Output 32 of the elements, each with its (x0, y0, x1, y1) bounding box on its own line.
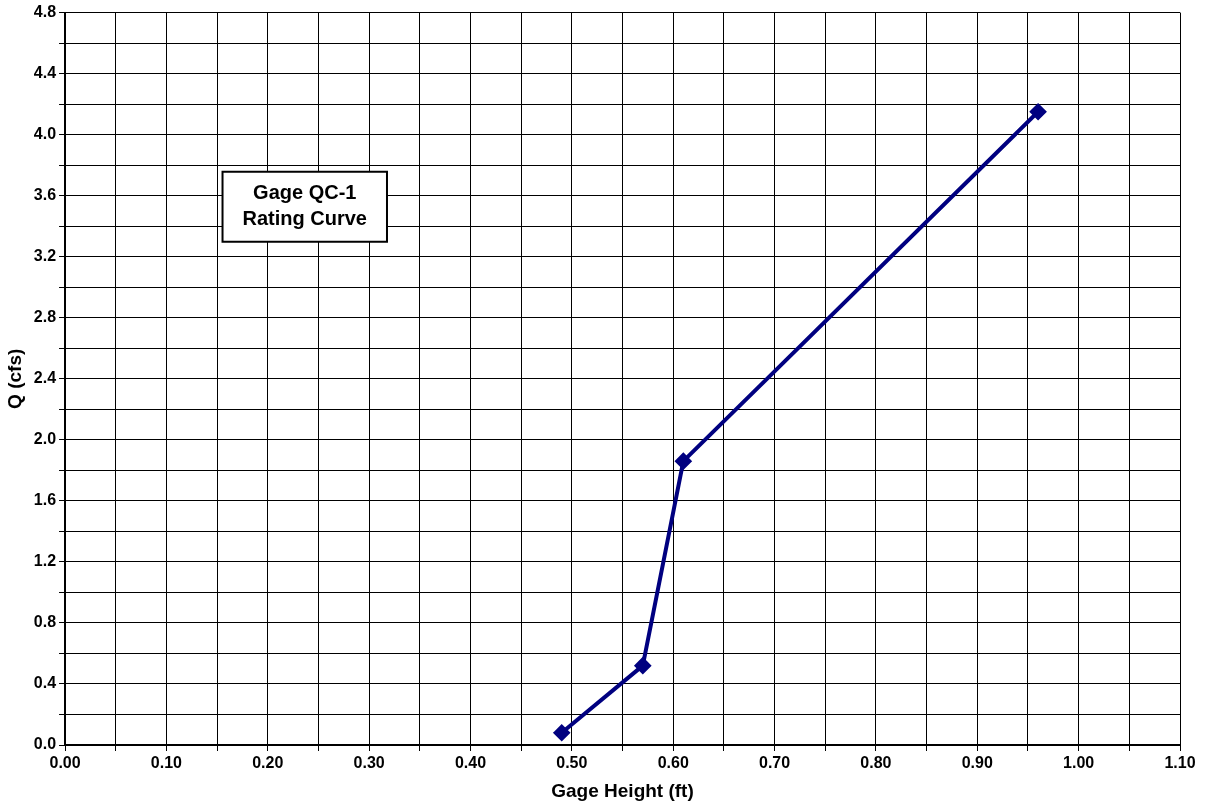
point (675, 453, 692, 470)
x-tick-label: 1.10 (1164, 754, 1196, 772)
y-tick-label: 3.6 (33, 186, 57, 204)
y-tick-label: 0.0 (33, 735, 57, 753)
x-axis-title: Gage Height (ft) (551, 779, 694, 801)
y-tick-label: 0.4 (33, 674, 57, 692)
x-tick-label: 0.20 (252, 754, 284, 772)
y-tick-label: 0.8 (33, 613, 57, 631)
point (634, 657, 651, 674)
y-tick-label: 3.2 (33, 247, 57, 265)
y-tick-label: 1.6 (33, 491, 57, 509)
text: Gage QC-1 Rating Curve (242, 181, 367, 230)
x-tick-label: 1.00 (1063, 754, 1095, 772)
x-tick-label: 0.10 (150, 754, 183, 772)
x-tick-label: 0.80 (860, 754, 892, 772)
point (1030, 103, 1047, 120)
y-tick-label: 2.0 (33, 430, 57, 448)
x-tick-label: 0.70 (758, 754, 791, 772)
y-axis-title: Q (cfs) (3, 348, 25, 409)
x-tick-label: 0.50 (556, 754, 588, 772)
point (553, 724, 570, 741)
x-tick-label: 0.40 (454, 754, 487, 772)
x-tick-label: 0.30 (353, 754, 385, 772)
y-tick-label: 4.8 (33, 3, 57, 21)
y-tick-label: 1.2 (33, 552, 57, 570)
y-tick-label: 4.0 (33, 125, 57, 143)
x-tick-label: 0.00 (49, 754, 81, 772)
y-tick-label: 2.4 (33, 369, 57, 387)
x-tick-label: 0.60 (657, 754, 689, 772)
y-tick-label: 2.8 (33, 308, 57, 326)
y-tick-label: 4.4 (33, 64, 57, 82)
x-tick-label: 0.90 (961, 754, 993, 772)
